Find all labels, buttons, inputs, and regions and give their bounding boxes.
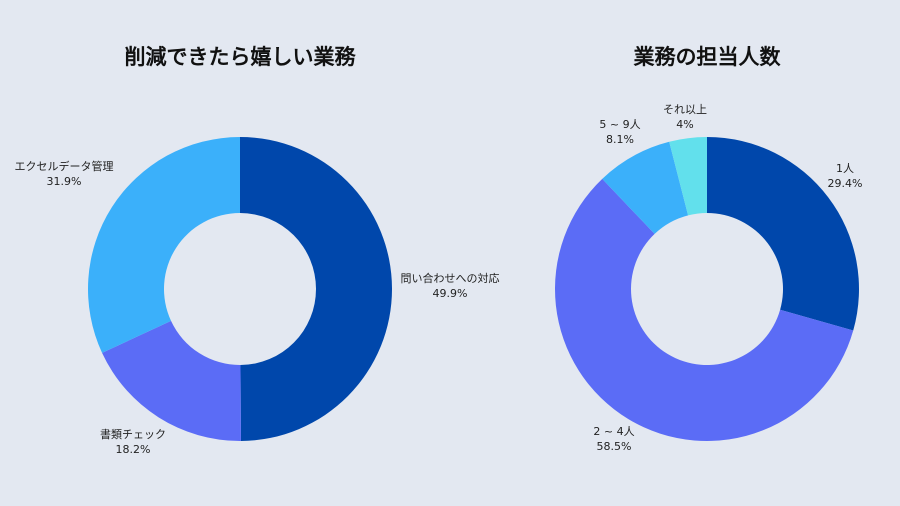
slice-label: 書類チェック xyxy=(100,427,166,441)
donut-slice[interactable] xyxy=(87,137,240,353)
slice-label: エクセルデータ管理 xyxy=(15,159,114,173)
slice-label: 2 ~ 4人 xyxy=(593,425,634,438)
slice-value-label: 29.4% xyxy=(828,177,863,190)
slice-label: 問い合わせへの対応 xyxy=(401,271,500,285)
donut-slice[interactable] xyxy=(555,178,854,441)
slice-label: 5 ~ 9人 xyxy=(599,118,640,131)
slice-value-label: 58.5% xyxy=(597,440,632,453)
slice-value-label: 49.9% xyxy=(433,287,468,300)
donut-slice[interactable] xyxy=(602,141,689,234)
donut-slice[interactable] xyxy=(669,137,707,216)
donut-slice[interactable] xyxy=(102,320,241,441)
donut-chart-2: 業務の担当人数 1人 29.4% 2 ~ 4人 58.5% 5 ~ 9人 8.1% それ以上 4… xyxy=(555,45,862,453)
chart-title: 業務の担当人数 xyxy=(634,45,782,69)
slice-value-label: 31.9% xyxy=(47,175,82,188)
donut-slice[interactable] xyxy=(707,137,859,331)
slice-value-label: 8.1% xyxy=(606,133,634,146)
slice-label: それ以上 xyxy=(663,103,707,116)
slice-value-label: 18.2% xyxy=(116,443,151,456)
chart-title: 削減できたら嬉しい業務 xyxy=(125,45,357,69)
slice-label: 1人 xyxy=(836,162,854,175)
donut-slice[interactable] xyxy=(240,137,393,441)
slice-value-label: 4% xyxy=(676,118,693,131)
